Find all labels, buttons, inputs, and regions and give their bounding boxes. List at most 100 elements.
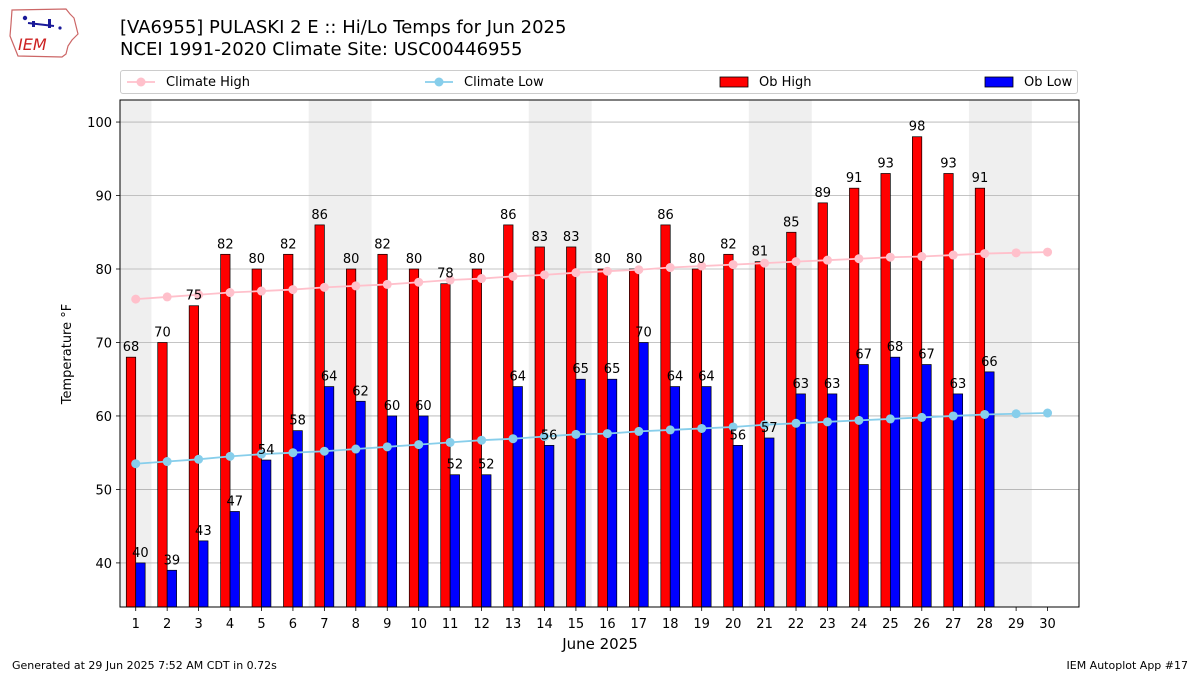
climate-high-point [131,294,141,304]
ob-high-label: 85 [783,215,800,230]
climate-high-line [135,251,1048,301]
ob-high-label: 82 [217,237,234,252]
ob-low-label: 57 [761,421,778,436]
x-tick-label: 27 [945,617,962,632]
ob-high-label: 83 [563,230,580,245]
ob-low-label: 56 [730,428,747,443]
climate-high-point [445,275,455,285]
climate-low-point [162,457,172,467]
ob-high-bar [125,356,137,608]
ob-low-bar [198,540,209,608]
x-tick-label: 12 [473,617,490,632]
x-tick-label: 9 [383,617,391,632]
ob-low-label: 64 [509,370,526,385]
ob-low-bar [921,364,932,608]
x-tick-label: 8 [352,617,360,632]
y-tick-label: 80 [95,263,112,278]
ob-high-bar [314,224,325,608]
ob-high-bar [880,173,891,608]
ob-high-bar [220,253,231,608]
climate-low-point [256,449,266,459]
x-tick-label: 26 [914,617,931,632]
ob-high-label: 80 [406,252,423,267]
climate-high-swatch [127,77,155,87]
ob-low-label: 63 [950,377,967,392]
climate-low-point [351,444,361,454]
ob-low-bar [701,386,712,608]
x-tick-label: 21 [756,617,773,632]
climate-high-point [917,252,927,262]
ob-low-label: 43 [195,524,212,539]
climate-high-point [571,268,581,278]
x-tick-label: 2 [163,617,171,632]
climate-high-point [760,258,770,268]
climate-high-point [634,265,644,275]
climate-low-point [665,425,675,435]
ob-low-label: 63 [792,377,809,392]
climate-high-point [697,261,707,271]
x-tick-label: 10 [410,617,427,632]
footer-generated: Generated at 29 Jun 2025 7:52 AM CDT in … [12,659,277,672]
x-tick-label: 28 [976,617,993,632]
legend-item-climate-low: Climate Low [424,71,544,93]
climate-high-point [194,290,204,300]
ob-high-label: 78 [437,267,454,282]
ob-low-bar [166,569,177,608]
climate-high-point [288,285,298,295]
ob-low-bar [607,378,618,608]
ob-low-bar [481,474,492,608]
climate-low-point [885,414,895,424]
ob-high-bar [283,253,294,608]
climate-low-point [634,426,644,436]
climate-low-point [791,418,801,428]
ob-low-label: 54 [258,443,275,458]
ob-low-label: 64 [667,370,684,385]
ob-high-bar [629,268,640,608]
ob-high-label: 98 [909,120,926,135]
x-tick-label: 16 [599,617,616,632]
ob-low-label: 60 [384,399,401,414]
ob-high-label: 82 [280,237,297,252]
ob-low-bar [575,378,586,608]
ob-low-label: 64 [321,370,338,385]
x-tick-label: 23 [819,617,836,632]
data-labels: 68 40 70 39 75 43 82 47 80 54 82 58 86 64 80 62 82 60 80 60… [123,120,998,569]
x-tick-label: 30 [1039,617,1056,632]
climate-low-point [980,409,990,419]
climate-high-point [822,255,832,265]
ob-low-label: 63 [824,377,841,392]
climate-high-point [728,260,738,270]
y-tick-label: 50 [95,483,112,498]
x-tick-label: 15 [568,617,585,632]
x-tick-label: 24 [851,617,868,632]
ob-low-bar [889,356,901,608]
x-tick-label: 3 [194,617,202,632]
ob-high-label: 93 [940,156,957,171]
climate-low-point [288,448,298,458]
climate-low-point [225,451,235,461]
climate-high-point [602,266,612,276]
y-tick-label: 70 [95,336,112,351]
climate-low-point [948,411,958,421]
legend-label-ob-high: Ob High [759,74,812,90]
ob-low-label: 67 [855,348,872,363]
climate-low-point [854,415,864,425]
ob-high-bar [377,253,388,608]
climate-high-point [791,257,801,267]
ob-low-bar [669,386,681,608]
climate-low-point [539,432,549,442]
ob-low-label: 67 [918,348,935,363]
ob-high-label: 80 [249,252,266,267]
legend-label-climate-high: Climate High [166,74,251,90]
x-tick-label: 17 [631,617,648,632]
climate-high-point [319,282,329,292]
ob-low-bar [638,342,649,608]
ob-high-bar [849,187,860,608]
climate-high-point [948,250,958,260]
ob-high-label: 91 [846,171,863,186]
ob-high-label: 82 [720,237,737,252]
climate-low-point [1043,408,1053,418]
climate-high-point [539,270,549,280]
climate-high-point [508,271,518,281]
logo-text: IEM [18,35,47,54]
